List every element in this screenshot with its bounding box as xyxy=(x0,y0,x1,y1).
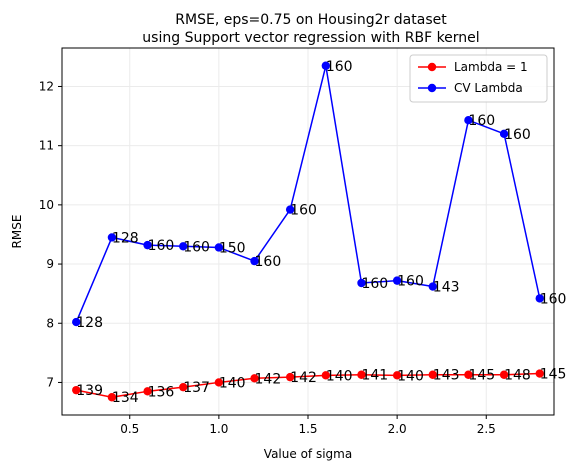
data-point-cv-lambda xyxy=(72,317,81,327)
legend-marker-lambda-1 xyxy=(427,62,437,72)
point-label-cv-lambda: 160 xyxy=(540,291,567,307)
y-tick-label: 12 xyxy=(39,79,54,93)
legend-label-cv-lambda: CV Lambda xyxy=(454,81,523,95)
point-labels: 139 134 136 137 140 142 142 140 141 140 143 145 148 1… xyxy=(76,59,566,406)
point-label-cv-lambda: 160 xyxy=(361,276,388,292)
data-point-cv-lambda xyxy=(285,205,295,214)
data-point-lambda-1 xyxy=(464,370,473,379)
point-label-lambda-1: 142 xyxy=(255,371,282,387)
point-label-cv-lambda: 150 xyxy=(219,240,246,256)
point-label-cv-lambda: 160 xyxy=(468,113,495,129)
data-point-cv-lambda xyxy=(179,242,188,251)
point-label-lambda-1: 145 xyxy=(540,367,567,383)
series-line-lambda-1 xyxy=(76,372,540,399)
data-point-lambda-1 xyxy=(107,393,117,402)
point-label-lambda-1: 145 xyxy=(468,368,495,384)
y-axis-label: RMSE xyxy=(10,215,24,249)
x-tick-label: 0.5 xyxy=(120,422,139,436)
y-tick-label: 11 xyxy=(39,139,54,153)
point-label-cv-lambda: 128 xyxy=(76,315,103,331)
legend: Lambda = 1 CV Lambda xyxy=(409,54,548,103)
point-label-lambda-1: 141 xyxy=(361,368,388,384)
point-label-lambda-1: 137 xyxy=(183,380,210,396)
data-point-lambda-1 xyxy=(250,374,259,383)
data-point-lambda-1 xyxy=(285,372,295,382)
x-tick-label: 2.0 xyxy=(388,422,407,436)
data-point-lambda-1 xyxy=(143,387,152,396)
data-point-lambda-1 xyxy=(357,370,366,379)
y-tick-label: 8 xyxy=(46,316,54,330)
data-point-lambda-1 xyxy=(392,371,402,380)
legend-label-lambda-1: Lambda = 1 xyxy=(454,60,528,74)
data-point-lambda-1 xyxy=(499,370,509,379)
x-axis-label: Value of sigma xyxy=(264,447,352,461)
point-label-cv-lambda: 128 xyxy=(112,230,139,246)
data-point-cv-lambda xyxy=(143,240,152,250)
point-label-lambda-1: 142 xyxy=(290,370,317,386)
point-label-lambda-1: 136 xyxy=(148,384,175,400)
data-point-lambda-1 xyxy=(321,371,331,380)
x-tick-label: 2.5 xyxy=(477,422,496,436)
x-tick-label: 1.0 xyxy=(209,422,228,436)
data-point-cv-lambda xyxy=(499,129,509,139)
point-label-lambda-1: 140 xyxy=(397,368,424,384)
chart-subtitle: using Support vector regression with RBF… xyxy=(142,30,479,46)
point-label-cv-lambda: 160 xyxy=(326,59,353,75)
data-point-cv-lambda xyxy=(392,276,402,285)
point-label-lambda-1: 134 xyxy=(112,390,139,406)
data-point-cv-lambda xyxy=(357,278,366,288)
x-tick-label: 1.5 xyxy=(298,422,317,436)
point-label-cv-lambda: 160 xyxy=(183,239,210,255)
point-label-lambda-1: 140 xyxy=(219,375,246,391)
data-point-cv-lambda xyxy=(321,61,331,70)
chart-title: RMSE, eps=0.75 on Housing2r dataset xyxy=(175,12,447,28)
data-point-cv-lambda xyxy=(535,294,544,303)
y-tick-label: 7 xyxy=(46,375,54,389)
point-label-cv-lambda: 160 xyxy=(148,238,175,254)
point-label-lambda-1: 143 xyxy=(433,368,460,384)
data-point-lambda-1 xyxy=(535,369,544,378)
data-point-cv-lambda xyxy=(107,233,117,242)
point-label-lambda-1: 148 xyxy=(504,368,531,384)
y-tick-label: 9 xyxy=(46,257,54,271)
point-label-cv-lambda: 160 xyxy=(397,274,424,290)
point-label-cv-lambda: 160 xyxy=(290,203,317,219)
legend-marker-cv-lambda xyxy=(427,83,437,93)
axis-ticks: 0.5 1.0 1.5 2.0 2.5 7 8 9 10 11 12 xyxy=(39,79,496,436)
point-label-cv-lambda: 143 xyxy=(433,280,460,296)
data-point-lambda-1 xyxy=(214,378,224,387)
series-layer xyxy=(72,61,544,402)
point-label-lambda-1: 139 xyxy=(76,383,103,399)
point-label-lambda-1: 140 xyxy=(326,368,353,384)
data-point-cv-lambda xyxy=(250,256,259,266)
series-line-cv-lambda xyxy=(75,65,541,323)
data-point-cv-lambda xyxy=(464,116,473,125)
point-label-cv-lambda: 160 xyxy=(504,127,531,143)
data-point-lambda-1 xyxy=(179,382,188,392)
data-point-lambda-1 xyxy=(428,370,437,379)
data-point-cv-lambda xyxy=(214,243,224,252)
data-point-lambda-1 xyxy=(72,385,81,395)
point-label-cv-lambda: 160 xyxy=(255,254,282,270)
data-point-cv-lambda xyxy=(428,282,437,291)
y-tick-label: 10 xyxy=(39,198,54,212)
